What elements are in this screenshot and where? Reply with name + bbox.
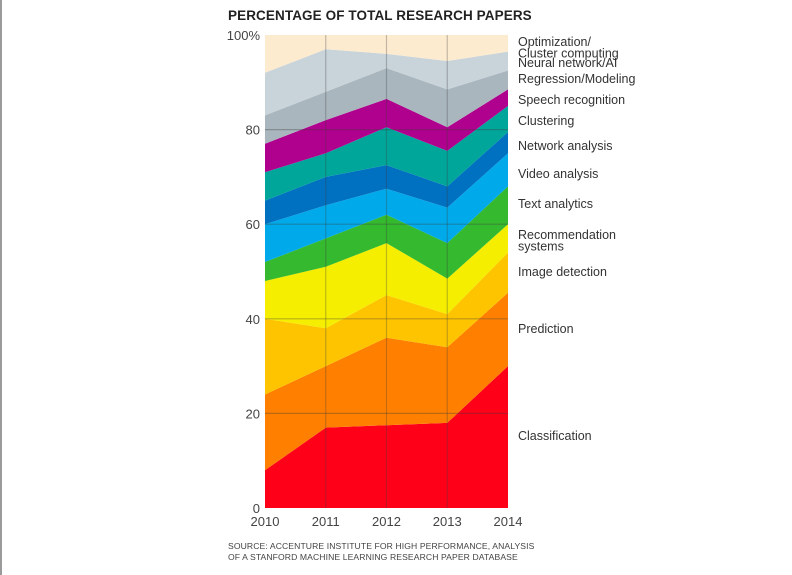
legend-item-prediction: Prediction [518,322,574,336]
legend-label: Network analysis [518,139,612,153]
legend-label: Image detection [518,265,607,279]
y-axis-ticks: 0 20 40 60 80 100% [227,28,261,516]
area-text-analytics [265,186,508,281]
chart-title: PERCENTAGE OF TOTAL RESEARCH PAPERS [228,8,532,23]
legend-label: Recommendation [518,228,616,242]
area-layers [265,35,508,508]
legend-label: Video analysis [518,167,598,181]
legend-label: Optimization/ [518,35,591,49]
legend-label: Speech recognition [518,93,625,107]
x-tick-label: 2011 [312,514,340,529]
legend-item-video-analysis: Video analysis [518,167,598,181]
legend-item-optimization-cluster-computing: Optimization/Cluster computing [518,35,619,61]
area-clustering [265,105,508,201]
x-tick-label: 2010 [251,514,280,529]
legend-label: Neural network/AI [518,56,617,70]
area-speech-recognition [265,89,508,173]
y-tick-label: 80 [246,123,260,138]
legend-item-neural-network-ai: Neural network/AI [518,56,617,70]
y-tick-label: 0 [253,501,260,516]
source-note: SOURCE: ACCENTURE INSTITUTE FOR HIGH PER… [228,541,534,563]
area-recommendation-systems [265,224,508,329]
x-tick-label: 2014 [494,514,523,529]
frame-border [0,0,2,575]
y-tick-label: 20 [246,406,260,421]
x-axis-ticks: 2010 2011 2012 2013 2014 [251,514,523,529]
legend-label: Clustering [518,114,574,128]
legend-item-speech-recognition: Speech recognition [518,93,625,107]
legend-label: Regression/Modeling [518,72,635,86]
legend-item-classification: Classification [518,429,592,443]
area-regression-modeling [265,68,508,144]
area-neural-network-ai [265,49,508,116]
area-classification [265,366,508,508]
gridlines [265,35,508,508]
area-network-analysis [265,132,508,225]
legend-item-clustering: Clustering [518,114,574,128]
y-tick-label: 100% [227,28,261,43]
y-tick-label: 40 [246,312,260,327]
area-image-detection [265,252,508,395]
source-line-2: OF A STANFORD MACHINE LEARNING RESEARCH … [228,552,518,562]
legend-item-image-detection: Image detection [518,265,607,279]
area-prediction [265,292,508,471]
y-tick-label: 60 [246,217,260,232]
legend-item-text-analytics: Text analytics [518,197,593,211]
legend-label: Classification [518,429,592,443]
legend-item-network-analysis: Network analysis [518,139,612,153]
source-line-1: SOURCE: ACCENTURE INSTITUTE FOR HIGH PER… [228,541,535,551]
legend-item-regression-modeling: Regression/Modeling [518,72,635,86]
area-optimization-cluster-computing [265,35,508,73]
legend-label: Text analytics [518,197,593,211]
x-tick-label: 2012 [372,514,401,529]
x-tick-label: 2013 [433,514,462,529]
legend-label: Prediction [518,322,574,336]
legend-label: Cluster computing [518,47,619,61]
area-video-analysis [265,153,508,262]
legend-label: systems [518,240,564,254]
